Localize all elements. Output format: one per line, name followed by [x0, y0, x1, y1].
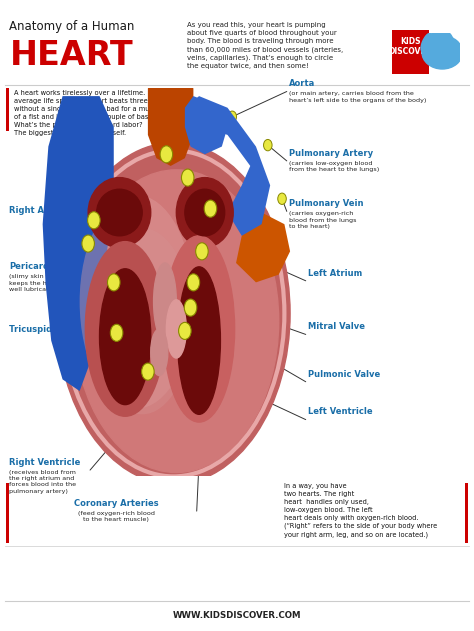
Ellipse shape — [185, 189, 225, 236]
Text: In a way, you have
two hearts. The right
heart  handles only used,
low-oxygen bl: In a way, you have two hearts. The right… — [284, 483, 438, 538]
Circle shape — [204, 200, 217, 217]
Text: Left Atrium: Left Atrium — [308, 269, 362, 278]
Ellipse shape — [88, 177, 151, 247]
Ellipse shape — [80, 195, 193, 408]
Ellipse shape — [57, 143, 290, 484]
Ellipse shape — [430, 30, 438, 50]
Circle shape — [147, 313, 156, 324]
Circle shape — [160, 146, 173, 163]
Ellipse shape — [97, 189, 142, 236]
Circle shape — [184, 299, 197, 316]
Text: A heart works tirelessly over a lifetime. During an
average life span, the heart: A heart works tirelessly over a lifetime… — [14, 90, 191, 136]
Text: Pericardium: Pericardium — [9, 262, 67, 271]
Text: (carries low-oxygen blood
from the heart to the lungs): (carries low-oxygen blood from the heart… — [289, 161, 379, 172]
Circle shape — [145, 395, 154, 406]
Circle shape — [179, 322, 191, 339]
Polygon shape — [176, 96, 270, 236]
Text: (feed oxygen-rich blood
to the heart muscle): (feed oxygen-rich blood to the heart mus… — [78, 511, 155, 522]
Text: HEART: HEART — [9, 39, 133, 72]
Circle shape — [124, 221, 132, 233]
Text: Coronary Arteries: Coronary Arteries — [74, 499, 158, 508]
FancyBboxPatch shape — [392, 30, 429, 74]
Text: Right Atrium: Right Atrium — [9, 206, 71, 215]
Text: WWW.KIDSDISCOVER.COM: WWW.KIDSDISCOVER.COM — [173, 611, 301, 620]
Circle shape — [195, 455, 203, 466]
Circle shape — [228, 111, 237, 122]
Circle shape — [88, 212, 100, 229]
Circle shape — [264, 139, 272, 151]
Ellipse shape — [438, 29, 447, 49]
Text: (slimy skin that
keeps the heart
well lubricated): (slimy skin that keeps the heart well lu… — [9, 274, 60, 292]
Polygon shape — [185, 96, 228, 155]
Circle shape — [187, 274, 200, 291]
Bar — [465, 483, 468, 543]
Text: (receives blood from
the right atrium and
forces blood into the
pulmonary artery: (receives blood from the right atrium an… — [9, 470, 77, 493]
Text: Mitral Valve: Mitral Valve — [308, 322, 365, 331]
Text: Pulmonary Vein: Pulmonary Vein — [289, 199, 364, 208]
Circle shape — [182, 169, 194, 186]
Ellipse shape — [100, 269, 151, 404]
Circle shape — [196, 243, 208, 260]
Circle shape — [142, 363, 154, 380]
Polygon shape — [236, 213, 290, 283]
Text: Tricuspid Valve: Tricuspid Valve — [9, 326, 82, 334]
Text: Left Ventricle: Left Ventricle — [308, 408, 373, 416]
Polygon shape — [43, 96, 114, 391]
Circle shape — [266, 316, 274, 327]
Text: Pulmonic Valve: Pulmonic Valve — [308, 370, 380, 379]
Ellipse shape — [166, 300, 186, 358]
Ellipse shape — [92, 228, 192, 415]
Bar — [6, 88, 9, 131]
Text: (or main artery, carries blood from the
heart’s left side to the organs of the b: (or main artery, carries blood from the … — [289, 91, 427, 103]
Text: (carries oxygen-rich
blood from the lungs
to the heart): (carries oxygen-rich blood from the lung… — [289, 211, 356, 229]
Text: Pulmonary Artery: Pulmonary Artery — [289, 149, 373, 158]
Ellipse shape — [164, 236, 235, 422]
Circle shape — [254, 392, 263, 403]
Ellipse shape — [176, 177, 233, 247]
Circle shape — [273, 262, 282, 274]
Ellipse shape — [451, 39, 461, 51]
Text: Aorta: Aorta — [289, 80, 315, 88]
Polygon shape — [148, 77, 193, 166]
Circle shape — [264, 354, 272, 365]
Text: KIDS
DISCOVER: KIDS DISCOVER — [389, 37, 432, 56]
Ellipse shape — [178, 267, 220, 415]
Circle shape — [278, 193, 286, 204]
Ellipse shape — [74, 170, 279, 473]
Text: Right Ventricle: Right Ventricle — [9, 458, 81, 467]
Ellipse shape — [85, 242, 165, 416]
Ellipse shape — [151, 329, 168, 375]
Circle shape — [108, 274, 120, 291]
Bar — [6, 483, 9, 543]
Ellipse shape — [421, 33, 432, 52]
Circle shape — [82, 235, 94, 252]
Circle shape — [121, 256, 130, 268]
Text: Anatomy of a Human: Anatomy of a Human — [9, 20, 135, 33]
Text: As you read this, your heart is pumping
about five quarts of blood throughout yo: As you read this, your heart is pumping … — [187, 22, 344, 69]
Ellipse shape — [154, 263, 176, 341]
Ellipse shape — [422, 36, 463, 69]
Ellipse shape — [445, 32, 455, 49]
Circle shape — [110, 324, 123, 341]
